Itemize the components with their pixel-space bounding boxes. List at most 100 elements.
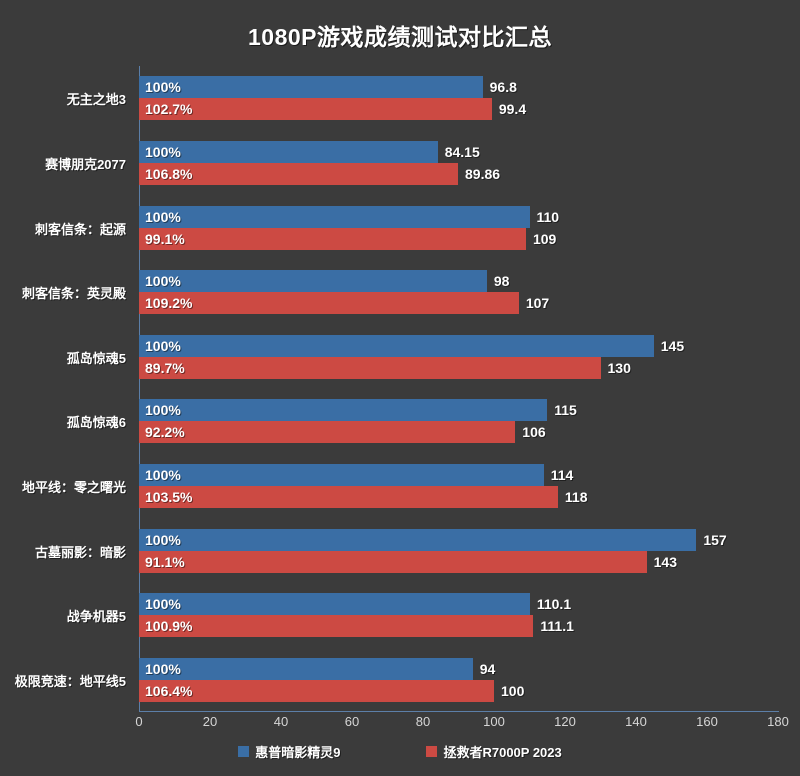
bar-value-label: 115 bbox=[554, 402, 577, 419]
bar-series-1[interactable]: 100% bbox=[139, 528, 697, 551]
bar-series-2[interactable]: 91.1% bbox=[139, 550, 647, 573]
bar-value-label: 110 bbox=[536, 208, 560, 225]
bar-group: 100% 94 106.4% 100 bbox=[139, 657, 778, 702]
x-axis-line bbox=[139, 711, 779, 712]
category-label: 孤岛惊魂6 bbox=[66, 415, 126, 431]
bar-row: 100% 96.8 bbox=[139, 76, 778, 99]
bar-percent-label: 100% bbox=[145, 337, 181, 354]
bar-value-label: 89.86 bbox=[465, 165, 501, 182]
bar-value-label: 96.8 bbox=[489, 79, 517, 96]
bar-value-label: 111.1 bbox=[540, 618, 574, 635]
bar-value-label: 157 bbox=[703, 531, 727, 548]
x-tick-label: 160 bbox=[696, 714, 718, 729]
legend-item[interactable]: 拯救者R7000P 2023 bbox=[426, 742, 562, 761]
bar-group: 100% 98 109.2% 107 bbox=[139, 270, 778, 315]
bar-row: 106.4% 100 bbox=[139, 679, 778, 702]
bar-series-1[interactable]: 100% bbox=[139, 205, 530, 228]
bar-series-1[interactable]: 100% bbox=[139, 76, 483, 99]
category-label: 孤岛惊魂5 bbox=[66, 350, 126, 366]
bar-value-label: 110.1 bbox=[536, 596, 572, 613]
bar-value-label: 99.4 bbox=[498, 101, 527, 118]
plot-area: 100% 96.8 102.7% 99.4 100% 84.15 106.8% 89.86 10… bbox=[139, 66, 778, 712]
bar-series-1[interactable]: 100% bbox=[139, 463, 544, 486]
bar-series-2[interactable]: 106.4% bbox=[139, 679, 494, 702]
bar-series-2[interactable]: 100.9% bbox=[139, 615, 534, 638]
bar-series-1[interactable]: 100% bbox=[139, 334, 654, 357]
bar-row: 91.1% 143 bbox=[139, 550, 778, 573]
legend-item[interactable]: 惠普暗影精灵9 bbox=[238, 742, 340, 761]
bar-percent-label: 89.7% bbox=[145, 359, 185, 376]
bar-row: 100% 110.1 bbox=[139, 593, 778, 616]
legend-swatch-icon bbox=[426, 746, 438, 757]
y-axis-line bbox=[139, 66, 140, 712]
bar-group: 100% 115 92.2% 106 bbox=[139, 399, 778, 444]
bar-group: 100% 110.1 100.9% 111.1 bbox=[139, 593, 778, 638]
bar-series-1[interactable]: 100% bbox=[139, 399, 548, 422]
bar-row: 109.2% 107 bbox=[139, 292, 778, 315]
bar-value-label: 98 bbox=[493, 273, 510, 290]
chart-legend: 惠普暗影精灵9 拯救者R7000P 2023 bbox=[0, 742, 800, 761]
category-label: 无主之地3 bbox=[66, 92, 126, 108]
bar-percent-label: 106.8% bbox=[145, 165, 193, 182]
bar-percent-label: 100% bbox=[145, 273, 181, 290]
bar-row: 106.8% 89.86 bbox=[139, 162, 778, 185]
bar-percent-label: 100.9% bbox=[145, 618, 193, 635]
category-label: 古墓丽影：暗影 bbox=[34, 544, 126, 560]
x-axis-tick-labels: 0 20 40 60 80 100 120 140 160 180 bbox=[0, 714, 800, 734]
bar-row: 100% 94 bbox=[139, 657, 778, 680]
bar-group: 100% 110 99.1% 109 bbox=[139, 205, 778, 250]
bar-row: 99.1% 109 bbox=[139, 227, 778, 250]
bar-percent-label: 92.2% bbox=[145, 424, 185, 441]
bar-series-2[interactable]: 89.7% bbox=[139, 356, 601, 379]
bar-series-2[interactable]: 106.8% bbox=[139, 162, 458, 185]
bar-series-2[interactable]: 109.2% bbox=[139, 292, 519, 315]
bar-series-2[interactable]: 103.5% bbox=[139, 485, 558, 508]
legend-swatch-icon bbox=[238, 746, 250, 757]
bar-value-label: 118 bbox=[564, 488, 588, 505]
bar-group: 100% 145 89.7% 130 bbox=[139, 334, 778, 379]
bar-series-1[interactable]: 100% bbox=[139, 593, 530, 616]
bar-percent-label: 100% bbox=[145, 79, 181, 96]
category-label: 赛博朋克2077 bbox=[45, 156, 126, 172]
bar-row: 100% 84.15 bbox=[139, 140, 778, 163]
bar-row: 100% 115 bbox=[139, 399, 778, 422]
bar-row: 89.7% 130 bbox=[139, 356, 778, 379]
bar-row: 100.9% 111.1 bbox=[139, 615, 778, 638]
bar-row: 100% 157 bbox=[139, 528, 778, 551]
x-tick-label: 80 bbox=[415, 714, 431, 729]
bar-value-label: 94 bbox=[479, 660, 496, 677]
bar-value-label: 100 bbox=[501, 682, 525, 699]
bar-value-label: 145 bbox=[660, 337, 685, 354]
bar-row: 92.2% 106 bbox=[139, 421, 778, 444]
bar-series-2[interactable]: 99.1% bbox=[139, 227, 526, 250]
bar-row: 103.5% 118 bbox=[139, 485, 778, 508]
x-tick-label: 140 bbox=[625, 714, 647, 729]
bar-value-label: 143 bbox=[653, 553, 677, 570]
x-tick-label: 40 bbox=[273, 714, 289, 729]
bar-group: 100% 114 103.5% 118 bbox=[139, 463, 778, 508]
bar-percent-label: 100% bbox=[145, 596, 181, 613]
bar-percent-label: 100% bbox=[145, 466, 181, 483]
bar-series-1[interactable]: 100% bbox=[139, 270, 487, 293]
category-axis-labels: 无主之地3 赛博朋克2077 刺客信条：起源 刺客信条：英灵殿 孤岛惊魂5 孤岛惊魂6 地平… bbox=[0, 66, 133, 712]
bar-value-label: 114 bbox=[550, 466, 574, 483]
bar-percent-label: 106.4% bbox=[145, 682, 193, 699]
category-label: 极限竞速：地平线5 bbox=[14, 673, 126, 689]
bar-percent-label: 91.1% bbox=[145, 553, 185, 570]
x-tick-label: 120 bbox=[554, 714, 576, 729]
bar-series-1[interactable]: 100% bbox=[139, 140, 438, 163]
bar-series-2[interactable]: 102.7% bbox=[139, 98, 492, 121]
bar-group: 100% 84.15 106.8% 89.86 bbox=[139, 140, 778, 185]
category-label: 刺客信条：起源 bbox=[34, 221, 126, 237]
x-tick-label: 60 bbox=[344, 714, 360, 729]
x-tick-label: 0 bbox=[135, 714, 143, 729]
bar-value-label: 106 bbox=[522, 424, 546, 441]
bar-row: 102.7% 99.4 bbox=[139, 98, 778, 121]
bar-series-2[interactable]: 92.2% bbox=[139, 421, 516, 444]
bar-series-1[interactable]: 100% bbox=[139, 657, 473, 680]
bar-percent-label: 103.5% bbox=[145, 488, 193, 505]
bar-row: 100% 110 bbox=[139, 205, 778, 228]
bar-percent-label: 100% bbox=[145, 660, 181, 677]
bar-row: 100% 98 bbox=[139, 270, 778, 293]
bar-percent-label: 100% bbox=[145, 143, 181, 160]
